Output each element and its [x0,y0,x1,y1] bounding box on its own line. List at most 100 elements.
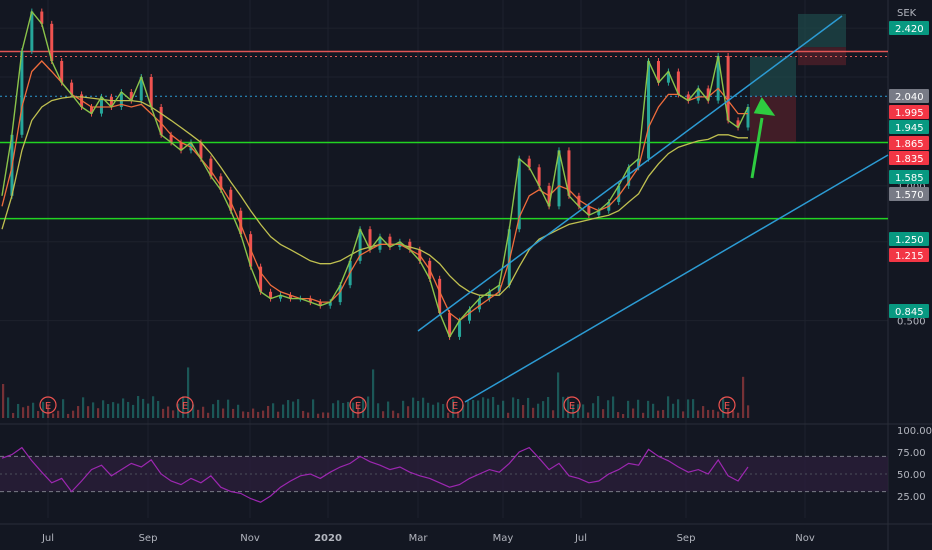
volume-bar-52 [262,410,265,418]
rsi-tick-2: 50.00 [897,470,926,481]
volume-bar-125 [627,400,630,418]
date-axis[interactable]: Jul Sep Nov 2020 Mar May Jul Sep Nov [41,533,815,544]
candle-body-29 [288,295,292,299]
candle-body-22 [219,176,223,190]
volume-bar-68 [342,402,345,418]
volume-bar-119 [597,396,600,418]
price-badge-9 [889,248,929,262]
volume-bar-40 [202,406,205,418]
volume-bar-26 [132,404,135,418]
candle-body-65 [647,61,651,159]
candle-body-37 [368,229,372,250]
volume-bar-47 [237,404,240,418]
candle-body-10 [99,96,103,114]
volume-bar-146 [732,411,735,418]
price-badge-2 [889,105,929,119]
volume-bar-12 [62,399,65,418]
date-tick-3: 2020 [314,533,342,544]
volume-bar-144 [722,397,725,418]
volume-bar-37 [187,367,190,418]
candle-body-59 [587,206,591,216]
projection-arrow [750,97,776,179]
price-badge-1 [889,89,929,103]
volume-bar-57 [287,400,290,418]
candle-body-57 [567,150,571,196]
price-axis[interactable]: 2.2501.0000.7500.5002.4202.0401.9951.945… [889,21,929,328]
earnings-icon-0 [39,396,57,414]
volume-bar-74 [372,369,375,418]
volume-bar-43 [217,399,220,418]
volume-bar-75 [377,403,380,418]
volume-bar-94 [472,399,475,418]
candle-body-15 [149,76,153,107]
volume-bar-63 [317,413,320,418]
volume-bar-13 [67,413,70,418]
price-badge-7 [889,187,929,201]
price-badge-label-7: 1.570 [895,190,924,201]
earnings-icon-3 [446,396,464,414]
volume-bar-109 [547,396,550,418]
volume-bar-84 [422,397,425,418]
volume-bar-46 [232,408,235,418]
volume-bar-39 [197,409,200,418]
earnings-label-4: E [569,401,575,412]
candle-body-33 [328,302,332,306]
volume-bar-31 [157,400,160,418]
volume-bar-32 [162,408,165,418]
volume-bar-80 [402,400,405,418]
volume-bar-69 [347,401,350,418]
candle-body-13 [129,92,133,101]
candle-body-6 [60,61,64,83]
date-tick-4: Mar [409,533,429,544]
volume-bar-104 [522,405,525,418]
candle-body-63 [627,167,631,186]
volume-bar-120 [602,409,605,418]
volume-bar-82 [412,397,415,418]
volume-bar-78 [392,410,395,418]
candle-body-28 [279,295,283,299]
volume-bar-139 [697,410,700,418]
volume-bar-97 [487,398,490,418]
candle-body-11 [109,96,113,107]
volume-bar-149 [747,405,750,418]
volume-bar-92 [462,404,465,418]
candle-body-47 [467,309,471,321]
volume-bar-7 [37,411,40,418]
volume-bar-81 [407,406,410,418]
target-zone [750,56,796,97]
volume-bar-22 [112,402,115,418]
volume-bar-45 [227,399,230,418]
candle-body-48 [477,298,481,310]
volume-bar-93 [467,400,470,418]
candle-body-45 [448,313,452,337]
volume-bar-76 [382,411,385,418]
price-tick-4: 0.500 [897,317,926,328]
volume-bar-14 [72,410,75,418]
date-tick-6: Jul [574,533,587,544]
earnings-icon-1 [176,396,194,414]
volume-bar-60 [302,410,305,418]
volume-bar-101 [507,412,510,418]
price-badge-6 [889,170,929,184]
volume-bar-58 [292,401,295,418]
ma-slow-line [1,96,748,296]
candle-body-5 [50,23,54,62]
volume-bar-133 [667,396,670,418]
volume-bar-138 [692,399,695,418]
volume-bar-88 [442,403,445,418]
earnings-icon-5 [718,396,736,414]
volume-bar-21 [107,403,110,418]
volume-bar-9 [47,405,50,418]
volume-bar-100 [502,400,505,418]
price-badge-label-6: 1.585 [895,173,924,184]
candle-body-36 [358,229,362,261]
earnings-icon-4 [563,396,581,414]
volume-bar-99 [497,404,500,418]
volume-bar-140 [702,406,705,418]
volume-bar-89 [447,412,450,418]
candle-body-12 [119,92,123,107]
volume-bar-10 [52,413,55,418]
price-badge-label-10: 0.845 [895,307,924,318]
